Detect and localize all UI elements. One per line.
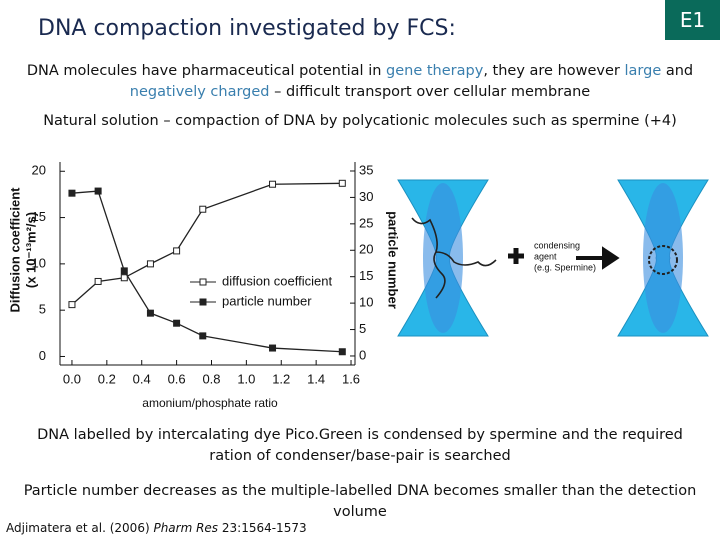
y2-tick-label: 10: [359, 295, 373, 310]
data-point: [120, 267, 128, 275]
x-tick-label: 1.4: [307, 371, 325, 386]
data-point: [199, 332, 207, 340]
diagram-label: agent: [534, 251, 557, 261]
diagram-label: condensing: [534, 240, 580, 250]
y-tick-label: 0: [39, 348, 46, 363]
y2-tick-label: 25: [359, 215, 373, 230]
y-tick-label: 20: [32, 163, 46, 178]
data-point: [146, 309, 154, 317]
y-tick-label: 10: [32, 255, 46, 270]
text-segment: DNA molecules have pharmaceutical potent…: [26, 63, 387, 79]
text-segment: negatively charged: [129, 84, 270, 100]
text-segment: , they are however: [483, 63, 625, 79]
paragraph: DNA labelled by intercalating dye Pico.G…: [20, 425, 700, 467]
y2-tick-label: 35: [359, 162, 373, 177]
plus-sign: [508, 248, 524, 264]
data-point: [146, 260, 154, 268]
series-line: [71, 190, 343, 353]
x-tick-label: 1.6: [342, 371, 360, 386]
citation: Adjimatera et al. (2006) Pharm Res 23:15…: [6, 521, 307, 535]
x-axis-label: amonium/phosphate ratio: [142, 396, 278, 410]
data-point: [338, 179, 346, 187]
data-point: [68, 189, 76, 197]
y2-tick-label: 15: [359, 268, 373, 283]
text-segment: large: [624, 63, 662, 79]
paragraph: Natural solution – compaction of DNA by …: [20, 111, 700, 132]
y2-tick-label: 20: [359, 242, 373, 257]
data-point: [199, 205, 207, 213]
slide-title: DNA compaction investigated by FCS:: [38, 16, 456, 41]
arrow: [576, 246, 620, 270]
citation-rest: 23:1564-1573: [218, 521, 307, 535]
data-point: [94, 277, 102, 285]
citation-authors: Adjimatera et al. (2006): [6, 521, 154, 535]
y-axis-label: Diffusion coefficient: [7, 187, 22, 313]
data-point: [269, 344, 277, 352]
diagram-label: (e.g. Spermine): [534, 262, 596, 272]
y-axis-label: (x 10⁻¹³m²/s): [23, 212, 38, 288]
text-segment: DNA labelled by intercalating dye Pico.G…: [37, 427, 683, 464]
legend-label: diffusion coefficient: [222, 273, 332, 288]
paragraph: Particle number decreases as the multipl…: [20, 481, 700, 523]
legend-label: particle number: [222, 293, 312, 308]
legend-marker: [199, 278, 207, 286]
x-tick-label: 0.2: [98, 371, 116, 386]
paragraph: DNA molecules have pharmaceutical potent…: [20, 61, 700, 103]
text-segment: Particle number decreases as the multipl…: [23, 483, 697, 520]
y-tick-label: 5: [39, 302, 46, 317]
x-tick-label: 0.0: [63, 371, 81, 386]
slide-badge: E1: [665, 0, 720, 40]
y2-tick-label: 5: [359, 321, 366, 336]
x-tick-label: 1.2: [272, 371, 290, 386]
text-segment: Natural solution – compaction of DNA by …: [43, 113, 677, 129]
data-point: [94, 187, 102, 195]
y2-tick-label: 0: [359, 347, 366, 362]
data-point: [269, 180, 277, 188]
series-line: [71, 182, 343, 306]
diagram: condensing agent (e.g. Spermine): [397, 179, 709, 337]
x-tick-label: 0.6: [168, 371, 186, 386]
legend-marker: [199, 298, 207, 306]
data-point: [120, 274, 128, 282]
focus: [423, 183, 463, 333]
text-segment: and: [661, 63, 694, 79]
data-point: [68, 301, 76, 309]
data-point: [173, 247, 181, 255]
x-tick-label: 0.8: [202, 371, 220, 386]
x-tick-label: 0.4: [133, 371, 151, 386]
condensed-dna: [648, 245, 678, 275]
citation-journal: Pharm Res: [153, 521, 219, 535]
data-point: [173, 319, 181, 327]
y-tick-label: 15: [32, 209, 46, 224]
data-point: [338, 348, 346, 356]
y2-axis-label: particle number: [386, 211, 401, 309]
text-segment: gene therapy: [386, 63, 484, 79]
y2-tick-label: 30: [359, 189, 373, 204]
focus: [643, 183, 683, 333]
dna-strand: [411, 217, 497, 299]
x-tick-label: 1.0: [237, 371, 255, 386]
text-segment: – difficult transport over cellular memb…: [269, 84, 591, 100]
